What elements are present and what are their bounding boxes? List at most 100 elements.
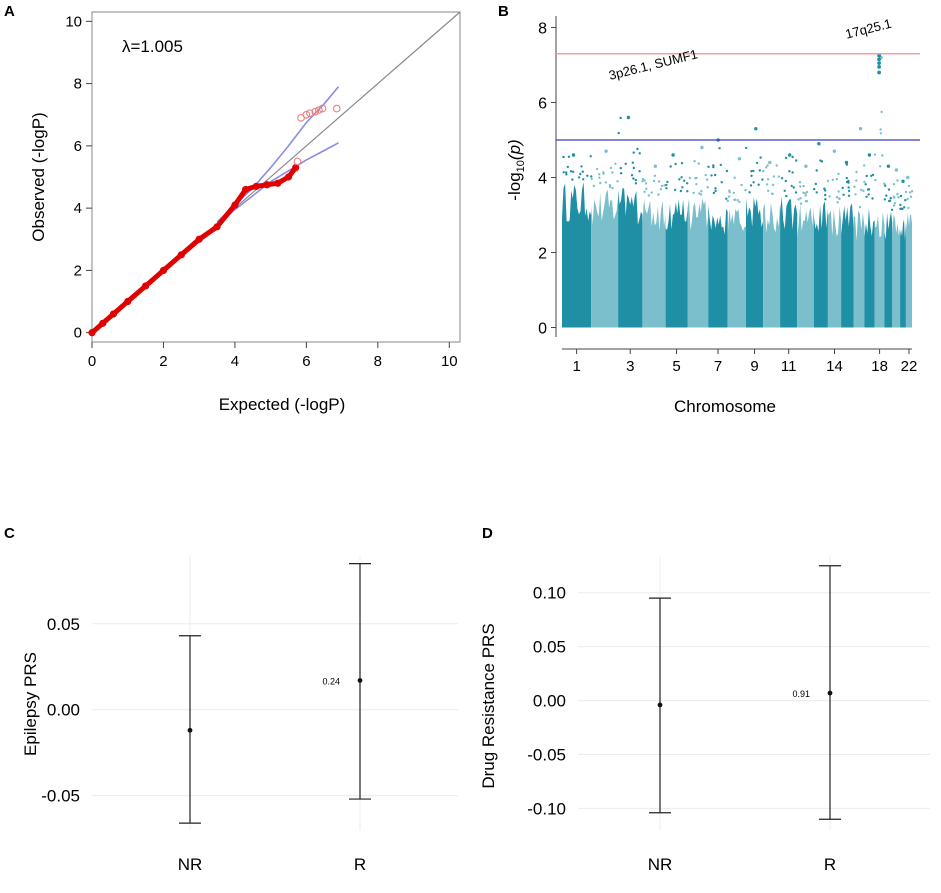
mean-point — [187, 727, 193, 733]
snp-point — [884, 184, 887, 187]
snp-point — [748, 191, 751, 194]
snp-point — [727, 195, 731, 198]
snp-point — [571, 170, 575, 173]
x-tick-label: 18 — [871, 358, 888, 375]
x-tick-label: 2 — [159, 353, 167, 370]
snp-point — [879, 165, 882, 168]
snp-point — [897, 196, 900, 199]
locus-annotation: 17q25.1 — [844, 16, 893, 42]
snp-point — [896, 179, 899, 182]
y-tick-label: 2 — [538, 246, 547, 263]
snp-point — [595, 167, 599, 171]
snp-point — [847, 194, 851, 197]
snp-point — [864, 183, 867, 186]
y-tick-label: 6 — [538, 96, 547, 113]
chromosome-5-snp-cloud — [665, 199, 688, 328]
panel-label-a: A — [4, 3, 15, 20]
snp-point — [636, 147, 639, 151]
snp-point — [679, 189, 683, 193]
snp-point — [608, 185, 612, 189]
y-tick-label: 0.00 — [47, 701, 80, 720]
snp-point — [590, 177, 593, 181]
snp-point — [678, 178, 681, 181]
snp-point — [562, 171, 565, 174]
snp-point — [643, 190, 646, 193]
snp-point — [752, 181, 755, 184]
chromosome-13-snp-cloud — [813, 201, 828, 328]
qq-outlier-point — [311, 107, 320, 116]
qq-point — [284, 173, 293, 181]
chromosome-22-snp-cloud — [905, 213, 912, 328]
snp-point — [845, 176, 848, 180]
snp-point — [720, 181, 723, 184]
snp-point — [766, 164, 769, 167]
snp-point — [680, 162, 684, 165]
snp-point — [837, 197, 841, 200]
point-value-label: 0.24 — [322, 676, 340, 686]
snp-point — [692, 191, 695, 195]
x-tick-label: NR — [178, 855, 203, 874]
qq-point — [242, 185, 250, 194]
snp-point — [858, 205, 862, 209]
chromosome-21-snp-cloud — [900, 219, 906, 328]
snp-point — [836, 201, 839, 204]
qq-point — [231, 201, 239, 209]
chromosome-20-snp-cloud — [892, 214, 901, 328]
snp-point — [669, 165, 672, 168]
snp-point — [693, 160, 696, 163]
snp-point — [770, 192, 774, 195]
snp-point — [619, 172, 623, 175]
observed-trace — [89, 165, 299, 336]
chromosome-16-snp-cloud — [853, 210, 865, 328]
snp-point — [750, 170, 753, 173]
snp-point — [855, 170, 858, 174]
snp-point — [792, 186, 795, 189]
snp-point — [565, 173, 568, 176]
mean-point — [827, 690, 833, 696]
snp-point — [761, 178, 764, 181]
snp-point — [863, 164, 866, 167]
snp-point — [892, 183, 896, 186]
snp-peak-point — [768, 160, 772, 165]
snp-peak-point — [901, 179, 905, 183]
snp-point — [791, 171, 794, 174]
snp-point — [904, 190, 908, 194]
snp-point — [616, 180, 619, 183]
snp-peak-point — [571, 153, 576, 157]
chromosome-18-snp-cloud — [874, 211, 885, 328]
snp-point — [766, 178, 770, 181]
snp-point — [826, 179, 830, 183]
snp-point — [598, 176, 601, 179]
snp-point — [644, 182, 648, 185]
locus-annotation: 3p26.1, SUMF1 — [607, 46, 699, 83]
snp-point — [899, 194, 903, 198]
x-tick-label: R — [354, 855, 366, 874]
qq-point — [109, 310, 118, 318]
snp-peak-point — [832, 149, 837, 153]
y-axis-label-main: -log — [505, 172, 524, 200]
x-tick-label: 7 — [714, 358, 722, 375]
snp-point — [599, 181, 602, 185]
chromosome-6-snp-cloud — [687, 198, 709, 328]
x-tick-label: 8 — [374, 353, 382, 370]
snp-point — [630, 174, 634, 177]
snp-peak-point — [653, 164, 657, 168]
snp-point — [799, 185, 802, 188]
snp-peak-point — [737, 157, 742, 161]
snp-point — [749, 184, 753, 187]
snp-point — [798, 181, 802, 184]
snp-point — [879, 128, 882, 131]
x-tick-label: 9 — [750, 358, 758, 375]
snp-point — [873, 153, 877, 156]
snp-point — [805, 200, 809, 203]
panel-label-b: B — [498, 3, 509, 20]
snp-point — [641, 177, 645, 181]
snp-point — [617, 131, 620, 135]
snp-point — [896, 193, 899, 196]
snp-point — [892, 195, 895, 198]
x-tick-label: 22 — [901, 358, 918, 375]
snp-point — [804, 194, 807, 197]
snp-point — [907, 206, 910, 210]
snp-point — [650, 191, 653, 194]
snp-point — [565, 171, 568, 174]
